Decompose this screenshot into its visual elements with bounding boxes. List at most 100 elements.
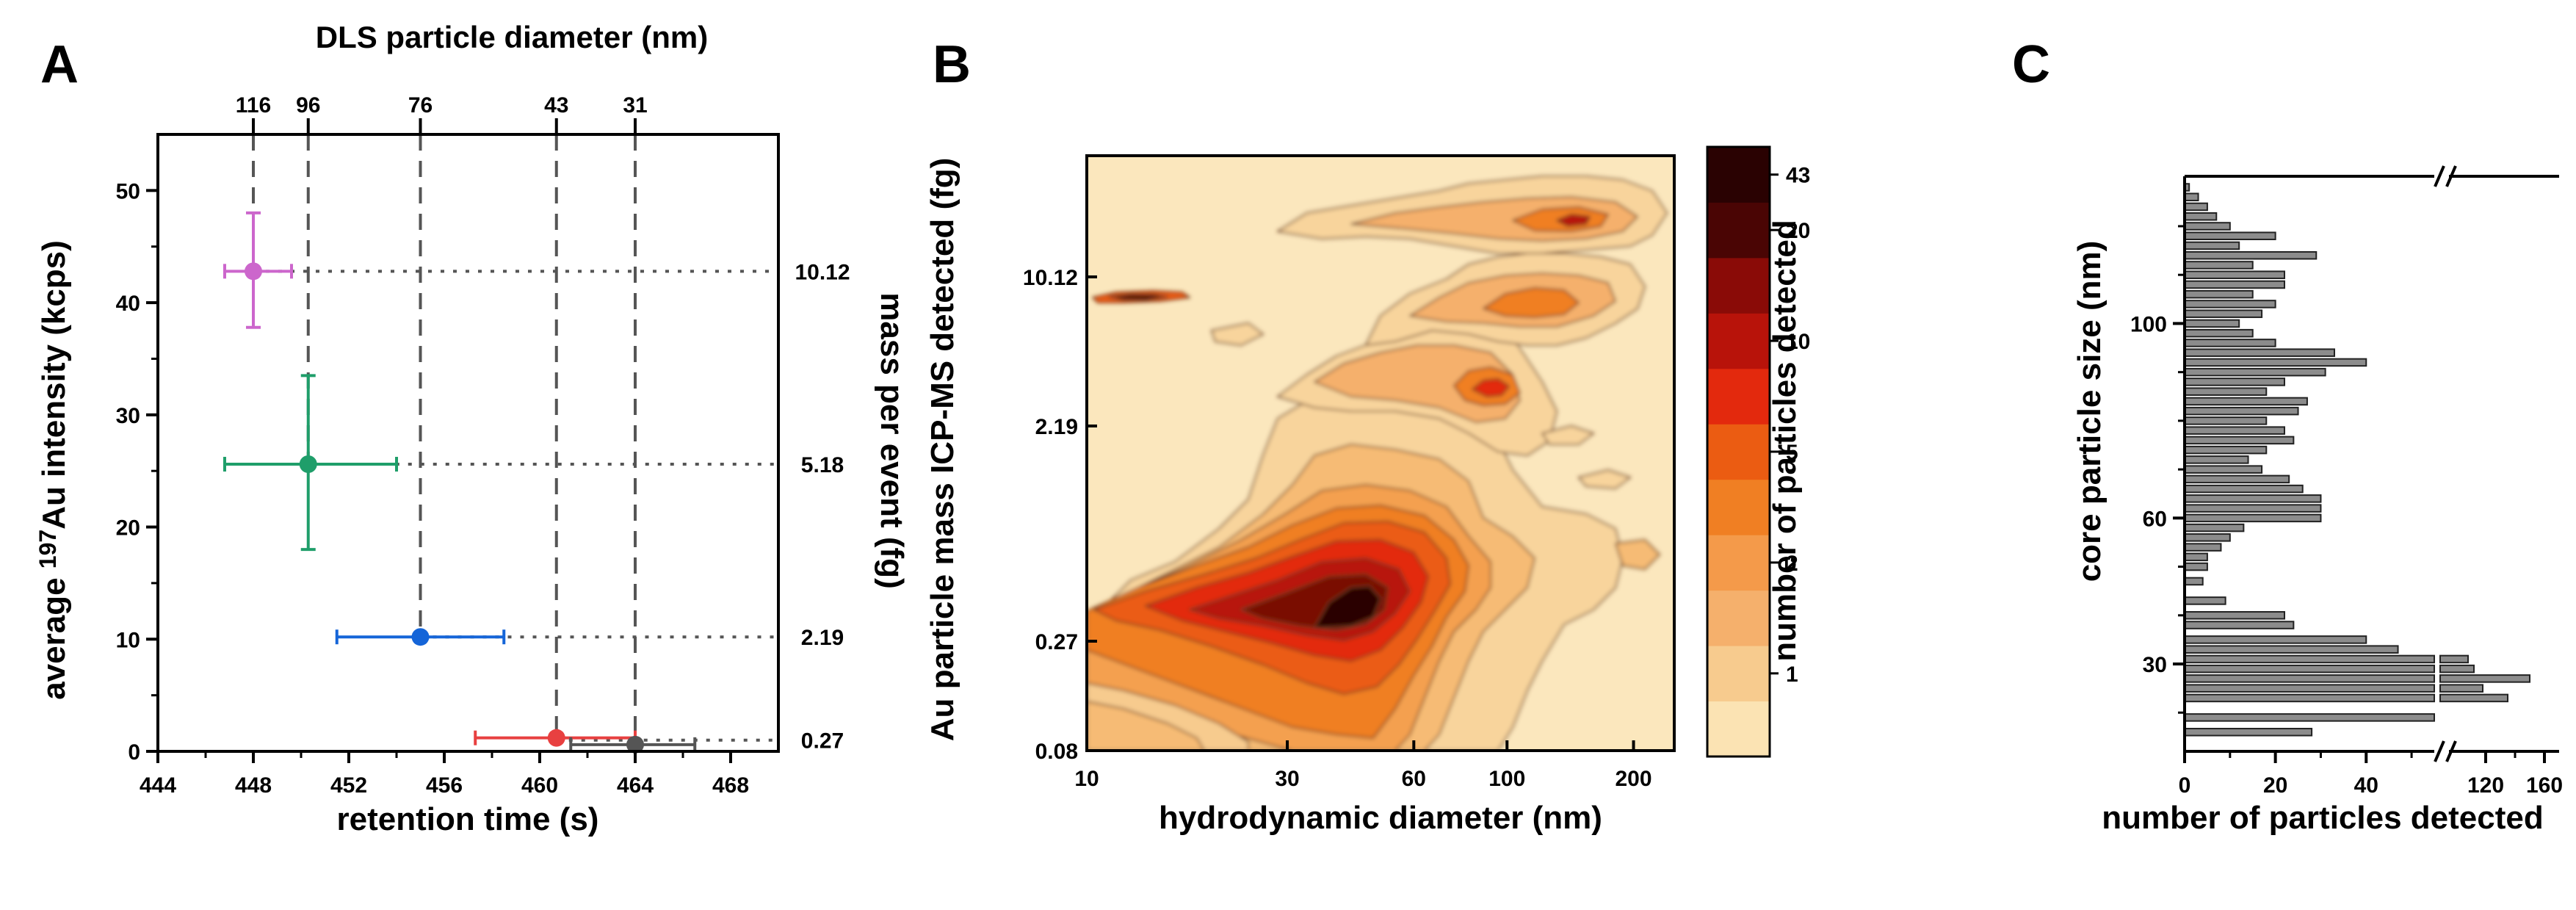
histogram-bar (2184, 192, 2199, 202)
histogram-bar-part (2439, 684, 2483, 693)
y-tick-label: 10 (116, 628, 140, 652)
histogram-bar (2184, 358, 2367, 367)
contour-island-3 (1615, 539, 1660, 570)
y-tick-label: 100 (2130, 312, 2167, 336)
contour-streak-core (1108, 294, 1168, 300)
histogram-bar-part (2184, 654, 2435, 664)
histogram-bar (2184, 504, 2322, 513)
colorbar-tick-label: 43 (1786, 164, 1810, 188)
histogram-bar (2184, 654, 2469, 664)
histogram-bar (2184, 552, 2208, 562)
x-tick-label: 448 (235, 773, 272, 798)
y-tick-label: 60 (2143, 507, 2167, 531)
contour-lower-left-2 (1087, 701, 1205, 751)
histogram-bar (2184, 270, 2285, 279)
axis-break-mark (2434, 740, 2445, 762)
top-tick-label: 43 (544, 93, 568, 118)
colorbar-segment (1707, 701, 1770, 757)
panel-c-ylabel: core particle size (nm) (2072, 241, 2108, 582)
colorbar-segment (1707, 590, 1770, 646)
histogram-bar (2184, 445, 2268, 455)
histogram-bar (2184, 328, 2254, 338)
y-tick-label: 0 (128, 740, 140, 765)
colorbar-tick-label: 20 (1786, 219, 1810, 243)
panel-b-contour (1085, 154, 1676, 752)
panel-c-letter: C (2012, 35, 2050, 94)
axis-break-mark (2445, 165, 2457, 187)
histogram-bar (2184, 289, 2254, 299)
x-tick-label: 120 (2467, 773, 2504, 798)
data-point (299, 455, 317, 474)
panel-c-bars (2184, 183, 2530, 737)
data-point (547, 729, 565, 747)
colorbar-tick-label: 1 (1786, 662, 1798, 687)
histogram-bar (2184, 378, 2285, 386)
top-tick-label: 116 (236, 93, 271, 118)
y-tick-label: 30 (2143, 653, 2167, 677)
histogram-bar-part (2184, 713, 2435, 722)
x-tick-label: 200 (1616, 767, 1652, 791)
panel-c-ticks: 0 20 40 120 160 30 60 100 (2130, 165, 2563, 798)
y-tick-label: 2.19 (1035, 415, 1078, 439)
histogram-bar (2184, 300, 2276, 308)
x-tick-label: 464 (617, 773, 654, 798)
colorbar-segment (1707, 313, 1770, 369)
histogram-bar (2184, 348, 2335, 357)
right-value-label: 2.19 (801, 626, 844, 650)
histogram-bar-part (2184, 693, 2435, 703)
panel-a: A DLS particle diameter (nm) 116 96 76 43 31… (35, 20, 910, 837)
panel-a-title: DLS particle diameter (nm) (316, 20, 708, 54)
data-point-group (223, 374, 398, 552)
panel-b-ticks: 10 30 60 100 200 0.08 0.27 2.19 10.12 (1023, 266, 1652, 791)
y-tick-label: 0.08 (1035, 740, 1078, 764)
right-value-label: 10.12 (795, 260, 850, 284)
top-tick-label: 96 (296, 93, 320, 118)
right-value-label: 5.18 (801, 453, 844, 477)
panel-a-guides (252, 134, 778, 745)
histogram-bar (2184, 713, 2435, 722)
colorbar-segment (1707, 257, 1770, 314)
histogram-bar (2184, 280, 2285, 289)
histogram-bar (2184, 727, 2313, 737)
histogram-bar (2184, 533, 2231, 542)
panel-b-xlabel: hydrodynamic diameter (nm) (1159, 800, 1602, 836)
histogram-bar (2184, 426, 2285, 435)
x-tick-label: 30 (1275, 767, 1299, 791)
x-tick-label: 40 (2354, 773, 2378, 798)
histogram-bar (2184, 596, 2226, 605)
y-tick-label: 10.12 (1023, 266, 1078, 290)
histogram-bar (2184, 212, 2218, 221)
panel-a-ylabel: average 197Au intensity (kcps) (35, 240, 72, 700)
histogram-bar-part (2184, 664, 2435, 674)
histogram-bar (2184, 455, 2249, 464)
data-point-group (335, 628, 506, 646)
contour-island-4 (1211, 322, 1264, 346)
histogram-bar (2184, 339, 2276, 347)
colorbar: 1 2 5 10 20 43 (1706, 145, 1810, 758)
histogram-bar-part (2439, 674, 2530, 683)
histogram-bar (2184, 387, 2268, 396)
panel-a-ticks: 116 96 76 43 31 10.12 5.18 2.19 0.27 444 448 452 456… (116, 93, 850, 798)
histogram-bar (2184, 406, 2299, 416)
colorbar-segment (1707, 202, 1770, 259)
x-tick-label: 456 (426, 773, 463, 798)
contour-mid-4 (1472, 378, 1510, 397)
histogram-bar (2184, 494, 2322, 503)
histogram-bar (2184, 367, 2326, 377)
histogram-bar (2184, 484, 2304, 494)
histogram-bar-part (2184, 674, 2435, 683)
histogram-bar (2184, 465, 2263, 474)
histogram-bar (2184, 319, 2240, 328)
histogram-bar (2184, 577, 2204, 586)
histogram-bar-part (2184, 684, 2435, 693)
colorbar-tick-label: 5 (1786, 441, 1798, 465)
histogram-bar (2184, 436, 2295, 445)
x-tick-label: 444 (140, 773, 176, 798)
colorbar-segment (1707, 535, 1770, 591)
x-tick-label: 460 (521, 773, 558, 798)
colorbar-segment (1707, 646, 1770, 702)
x-tick-label: 468 (712, 773, 749, 798)
histogram-bar (2184, 309, 2263, 318)
colorbar-segment (1707, 147, 1770, 203)
x-tick-label: 10 (1074, 767, 1099, 791)
